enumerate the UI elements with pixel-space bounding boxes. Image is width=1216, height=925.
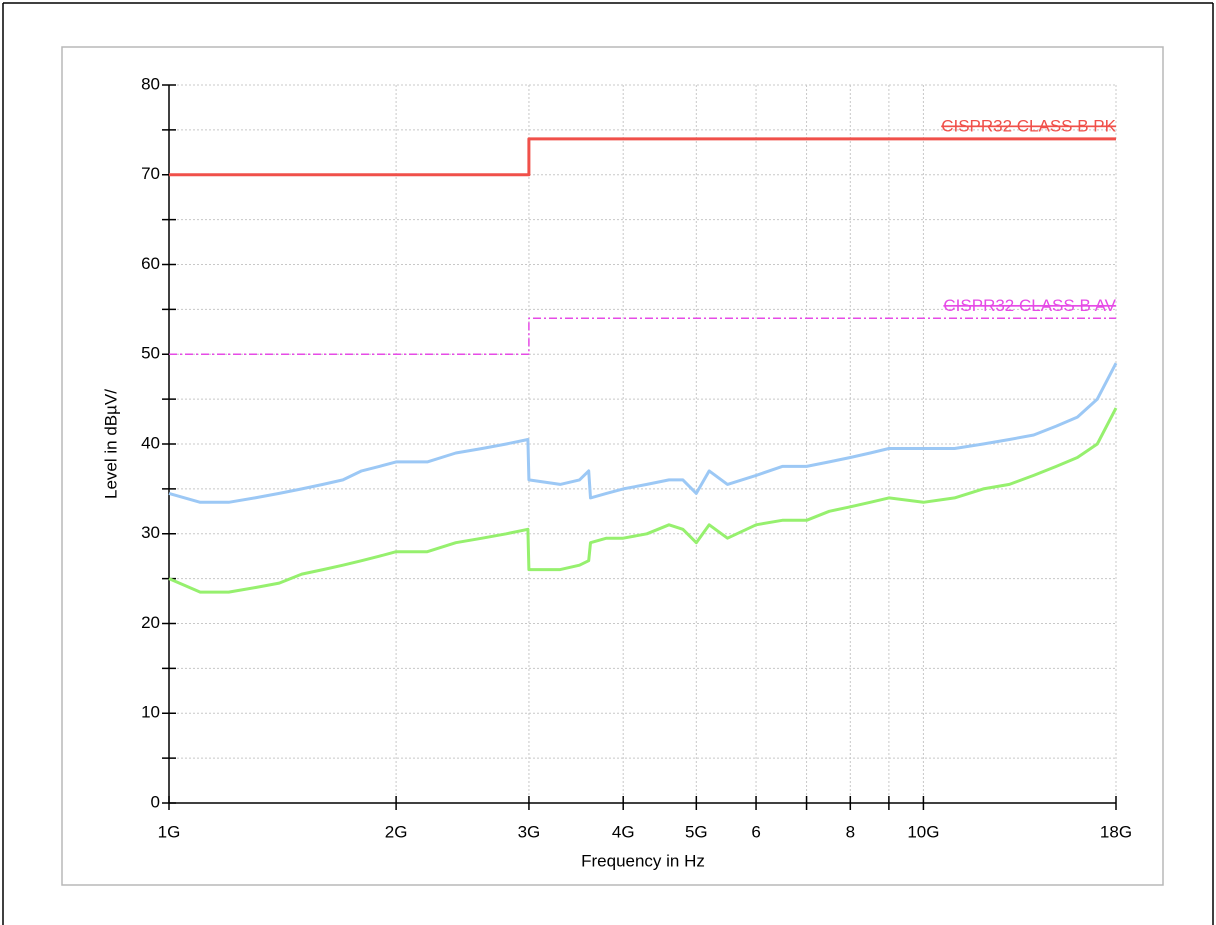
y-tick-label: 0: [151, 792, 160, 811]
series-line: [169, 137, 1116, 177]
series-line: [169, 317, 1116, 356]
y-tick-label: 10: [141, 703, 160, 722]
x-tick-label: 10G: [907, 822, 939, 841]
x-tick-label: 4G: [612, 822, 635, 841]
limit-label: CISPR32 CLASS B PK: [941, 116, 1116, 135]
x-tick-label: 1G: [158, 822, 181, 841]
y-tick-label: 20: [141, 613, 160, 632]
series-line: [168, 362, 1118, 504]
x-tick-label: 8: [846, 822, 855, 841]
y-tick-label: 50: [141, 344, 160, 363]
y-tick-label: 40: [141, 433, 160, 452]
series-line: [168, 407, 1118, 594]
y-tick-label: 80: [141, 74, 160, 93]
y-tick-label: 30: [141, 523, 160, 542]
x-tick-label: 3G: [518, 822, 541, 841]
x-tick-label: 5G: [685, 822, 708, 841]
x-axis-label: Frequency in Hz: [581, 851, 705, 870]
x-tick-label: 18G: [1100, 822, 1132, 841]
x-tick-label: 6: [751, 822, 760, 841]
limit-label: CISPR32 CLASS B AV: [943, 296, 1116, 315]
x-tick-label: 2G: [385, 822, 408, 841]
y-axis-label: Level in dBµV/: [101, 389, 120, 499]
y-tick-label: 60: [141, 254, 160, 273]
y-tick-label: 70: [141, 164, 160, 183]
plot-frame: [61, 46, 1164, 886]
